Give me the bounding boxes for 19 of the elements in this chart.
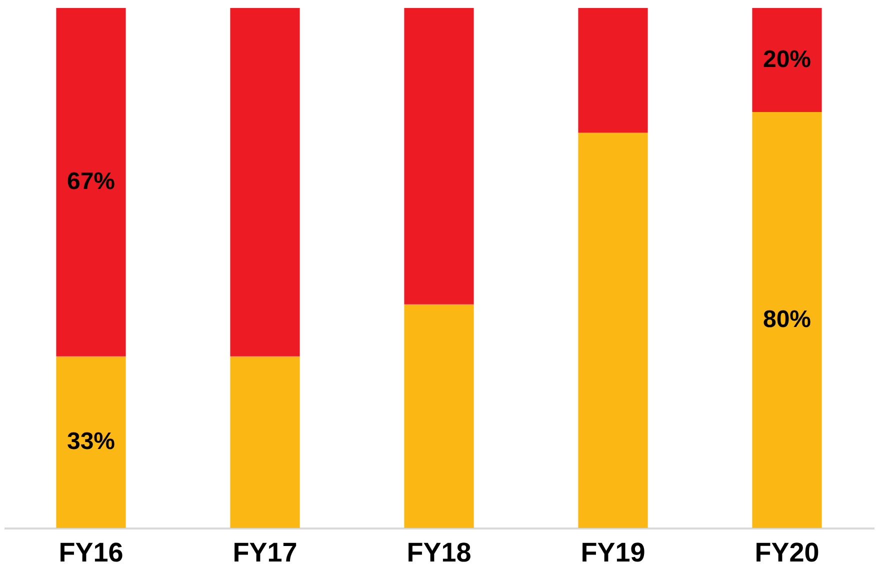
x-tick-label: FY17: [232, 538, 298, 568]
bar: [230, 8, 300, 356]
data-label: 67%: [66, 168, 116, 196]
bar: [230, 356, 300, 528]
bar: [404, 304, 474, 528]
bar: [56, 8, 126, 356]
bar: [752, 8, 822, 112]
bar: [404, 8, 474, 304]
x-tick-label: FY19: [580, 538, 646, 568]
x-tick-label: FY20: [754, 538, 820, 568]
data-label: 20%: [762, 46, 812, 73]
bar: [752, 112, 822, 528]
x-tick-label: FY16: [58, 538, 124, 568]
bar: [578, 8, 648, 133]
bar: [56, 356, 126, 528]
data-label: 33%: [66, 428, 116, 456]
x-tick-label: FY18: [406, 538, 472, 568]
bar: [578, 132, 648, 528]
data-label: 80%: [762, 306, 812, 333]
